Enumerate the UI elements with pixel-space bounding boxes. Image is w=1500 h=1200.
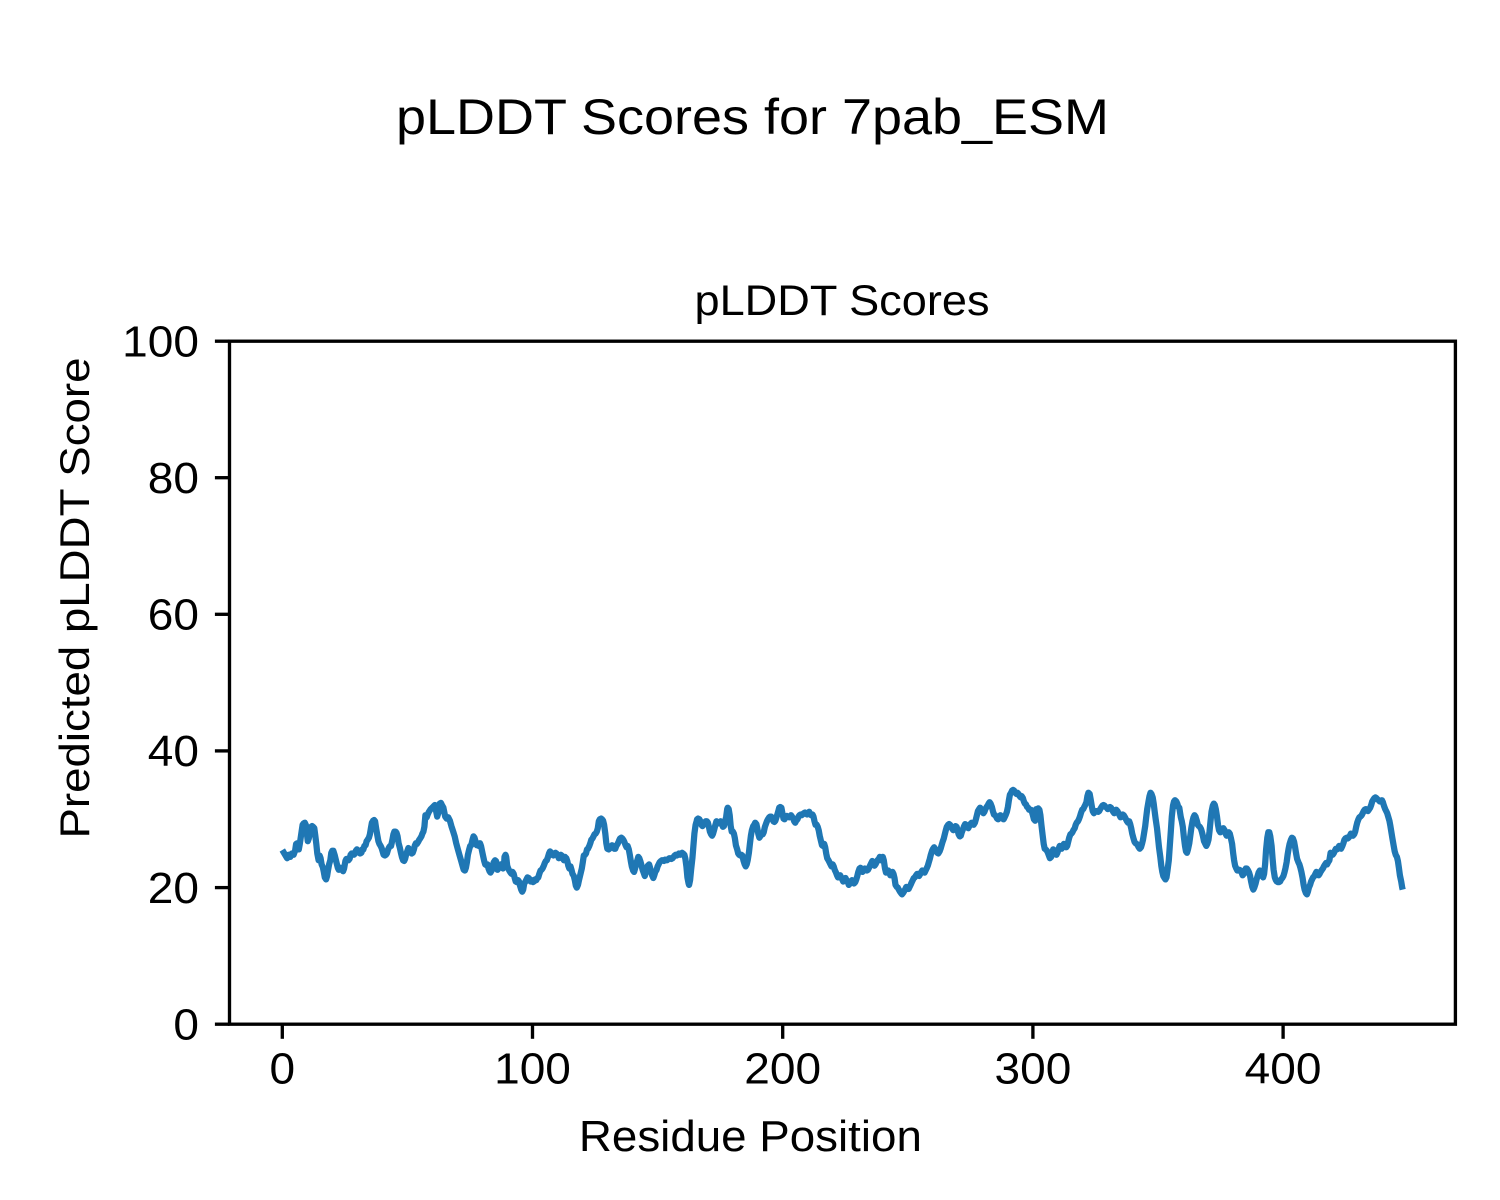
svg-text:pLDDT Scores: pLDDT Scores [695,277,990,324]
svg-text:300: 300 [995,1045,1072,1093]
svg-text:400: 400 [1245,1045,1322,1093]
svg-text:0: 0 [270,1045,296,1093]
svg-text:40: 40 [148,728,199,776]
svg-text:60: 60 [148,592,199,640]
svg-text:200: 200 [744,1045,821,1093]
svg-text:80: 80 [148,455,199,503]
svg-text:pLDDT Scores for 7pab_ESM: pLDDT Scores for 7pab_ESM [396,89,1109,145]
svg-text:100: 100 [122,319,199,367]
svg-text:0: 0 [173,1002,199,1050]
svg-text:20: 20 [148,865,199,913]
svg-text:100: 100 [494,1045,571,1093]
svg-text:Predicted pLDDT Score: Predicted pLDDT Score [51,358,98,839]
svg-text:Residue Position: Residue Position [579,1113,922,1161]
